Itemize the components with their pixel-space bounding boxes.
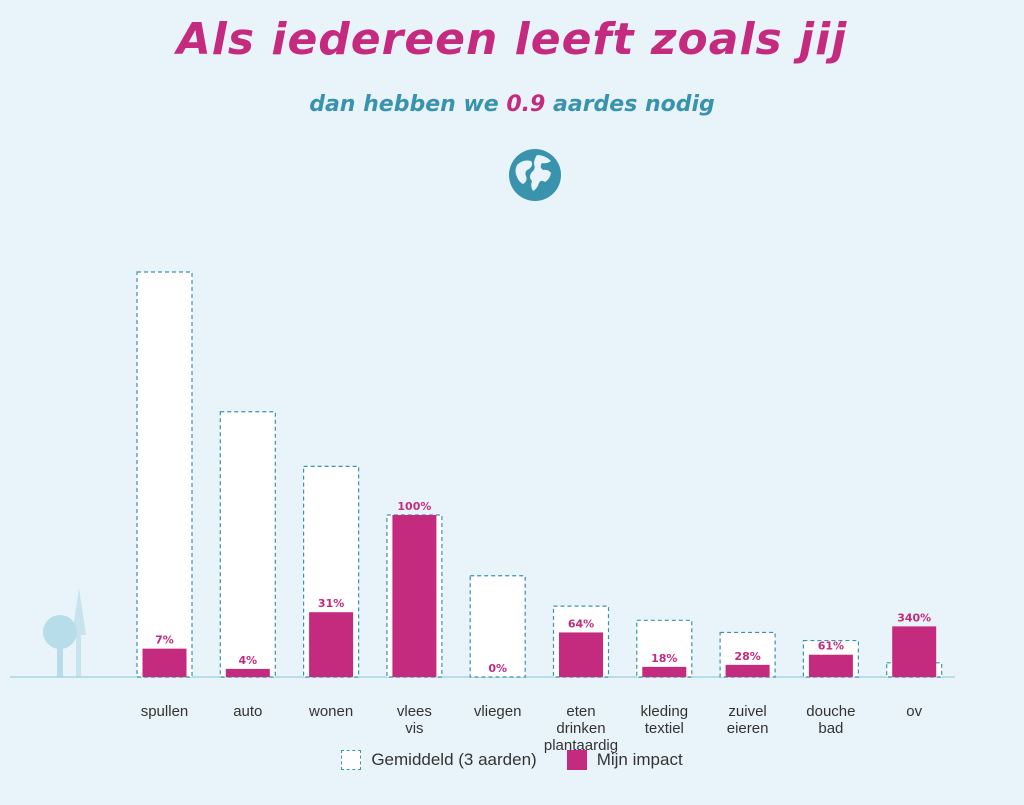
category-label: zuivel — [728, 703, 766, 720]
earths-needed-value: 0.9 — [506, 92, 546, 117]
impact-bar — [642, 666, 687, 677]
impact-bar — [309, 612, 354, 677]
category-label: vliegen — [474, 703, 522, 720]
impact-data-label: 4% — [238, 654, 257, 667]
impact-bar — [559, 632, 603, 677]
impact-data-label: 100% — [397, 500, 431, 513]
subtitle-suffix: aardes nodig — [553, 92, 715, 117]
page-title: Als iedereen leeft zoals jij — [176, 14, 848, 65]
impact-bar — [892, 626, 937, 677]
category-label: bad — [818, 720, 843, 737]
category-label: drinken — [556, 720, 605, 737]
average-bar — [469, 575, 526, 678]
subtitle-prefix: dan hebben we — [309, 92, 499, 117]
category-label: plantaardig — [544, 737, 618, 754]
impact-bar — [808, 654, 853, 677]
legend-label-average: Gemiddeld (3 aarden) — [371, 750, 537, 769]
category-label: kleding — [641, 703, 689, 720]
impact-bar — [392, 515, 437, 677]
impact-bar — [225, 668, 270, 677]
legend-swatch-mine — [566, 750, 587, 770]
category-label: spullen — [141, 703, 189, 720]
legend-swatch-average — [341, 750, 362, 770]
impact-data-label: 31% — [318, 597, 344, 610]
average-bar — [219, 411, 276, 678]
page-subtitle: dan hebben we 0.9 aardes nodig — [0, 92, 1024, 117]
impact-data-label: 340% — [897, 611, 931, 624]
impact-data-label: 28% — [734, 650, 760, 663]
impact-data-label: 64% — [568, 617, 594, 630]
category-label: douche — [806, 703, 855, 720]
tree-trunk — [57, 640, 63, 677]
category-label: vlees — [397, 703, 432, 720]
chart-legend: Gemiddeld (3 aarden) Mijn impact — [0, 750, 1024, 770]
legend-item-average: Gemiddeld (3 aarden) — [341, 750, 537, 770]
category-label: textiel — [645, 720, 684, 737]
impact-data-label: 18% — [651, 652, 677, 665]
tree-icon — [72, 588, 86, 635]
legend-label-mine: Mijn impact — [596, 750, 683, 769]
category-label: wonen — [308, 703, 353, 720]
category-label: auto — [233, 703, 262, 720]
category-label: ov — [906, 703, 922, 720]
tree-icon — [43, 615, 77, 649]
impact-bar — [725, 664, 770, 677]
category-label: vis — [405, 720, 423, 737]
average-bar — [136, 271, 193, 678]
impact-data-label: 61% — [818, 640, 844, 653]
category-label: eieren — [727, 720, 769, 737]
category-label: eten — [566, 703, 595, 720]
impact-data-label: 0% — [488, 662, 507, 675]
legend-item-mine: Mijn impact — [566, 750, 683, 770]
impact-data-label: 7% — [155, 634, 174, 647]
impact-bar — [142, 648, 187, 677]
globe-icon — [509, 149, 561, 201]
tree-trunk — [76, 630, 81, 677]
